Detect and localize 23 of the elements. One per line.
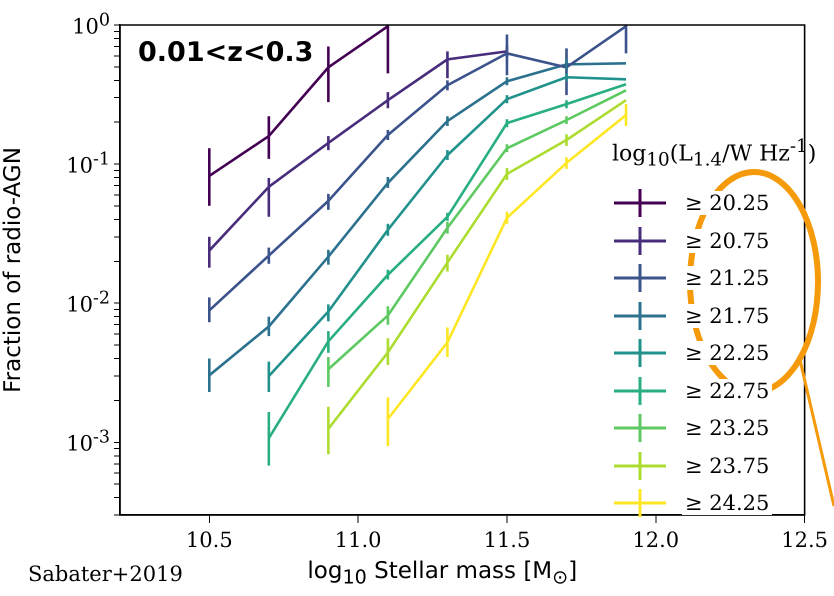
legend-label: ≥ 20.75 xyxy=(682,228,772,253)
x-tick-label: 12.5 xyxy=(781,528,828,552)
y-tick-label: 10$^{-2}$ xyxy=(66,288,110,317)
x-tick-label: 11.5 xyxy=(484,528,530,552)
legend-label: ≥ 20.25 xyxy=(682,191,772,216)
legend-label: ≥ 23.75 xyxy=(682,454,772,478)
annotation: 0.01<z<0.3 xyxy=(138,37,314,68)
y-tick-label: 10$^{0}$ xyxy=(72,10,110,38)
legend-label: ≥ 21.75 xyxy=(682,304,772,328)
legend-label: ≥ 23.25 xyxy=(682,416,772,440)
x-tick-label: 12.0 xyxy=(632,528,680,552)
y-tick-label: 10$^{-1}$ xyxy=(66,150,110,178)
legend-label: ≥ 22.25 xyxy=(682,341,772,366)
legend-label: ≥ 21.25 xyxy=(682,266,772,290)
y-axis-title: Fraction of radio-AGN xyxy=(0,147,26,393)
x-tick-label: 11.0 xyxy=(334,528,382,552)
x-axis-title: log$_{10}$ Stellar mass [M$_{⊙}$] xyxy=(307,558,578,589)
legend-label: ≥ 24.25 xyxy=(682,491,772,516)
legend-label: ≥ 22.75 xyxy=(682,378,772,403)
text: Sabater+2019 xyxy=(28,562,183,586)
legend-title: log$_{10}$(L$_{1.4}$/W Hz$^{-1}$) xyxy=(612,136,816,171)
x-tick-label: 10.5 xyxy=(186,528,233,552)
y-tick-label: 10$^{-3}$ xyxy=(66,428,110,456)
